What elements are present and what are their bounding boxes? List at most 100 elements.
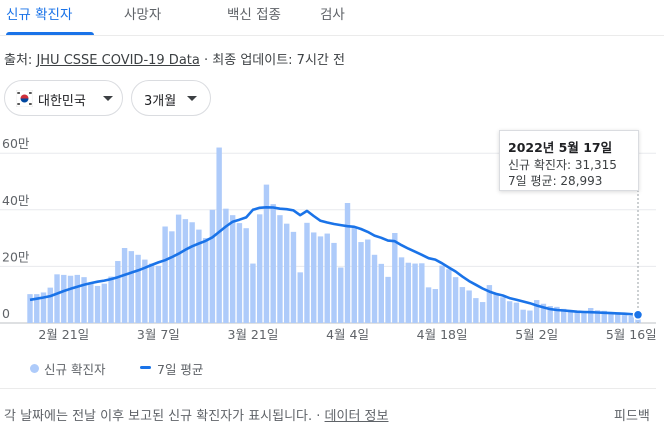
source-line: 출처: JHU CSSE COVID-19 Data · 최종 업데이트: 7시…: [4, 49, 345, 68]
footer-separator: ·: [312, 409, 325, 424]
case-bar: [142, 259, 148, 323]
x-tick-label: 2월 21일: [38, 327, 89, 342]
tooltip-average: 7일 평균: 28,993: [508, 174, 603, 188]
case-bar: [223, 208, 229, 323]
case-bar: [121, 248, 128, 323]
case-bar: [182, 219, 189, 323]
case-bar: [567, 311, 574, 323]
case-bar: [250, 263, 256, 323]
case-bar: [621, 315, 628, 323]
case-bar: [202, 238, 209, 323]
country-select[interactable]: 대한민국: [4, 80, 123, 116]
footer-note-line: 각 날짜에는 전날 이후 보고된 신규 확진자가 표시됩니다. · 데이터 정보: [4, 405, 388, 424]
case-bar: [196, 229, 202, 323]
case-bar: [175, 214, 182, 323]
case-bar: [419, 263, 425, 323]
y-tick-label: 40만: [2, 193, 30, 208]
case-bar: [479, 302, 486, 323]
case-bar: [304, 222, 310, 323]
legend-seven-day-average: 7일 평균: [157, 362, 204, 377]
case-bar: [344, 203, 351, 323]
seven-day-average-line: [29, 206, 639, 317]
y-tick-label: 20만: [2, 249, 30, 264]
case-bar: [331, 242, 337, 323]
case-bar: [547, 306, 553, 323]
case-bar: [189, 222, 195, 323]
footer-note: 각 날짜에는 전날 이후 보고된 신규 확진자가 표시됩니다.: [4, 409, 313, 424]
case-bar: [581, 311, 587, 323]
case-bar: [338, 267, 344, 323]
case-bar: [608, 312, 614, 323]
x-tick-label: 3월 7일: [137, 327, 180, 342]
case-bar: [311, 232, 317, 323]
case-bar: [601, 310, 607, 323]
case-bar: [615, 312, 621, 323]
case-bar: [459, 287, 466, 323]
case-bar: [148, 263, 155, 323]
case-bar: [101, 283, 108, 323]
case-bar: [628, 315, 634, 323]
legend-new-cases: 신규 확진자: [44, 362, 106, 377]
cases-chart[interactable]: 0 20만 40만 60만 2월 21일 3월 7일 3월 21일 4월 4일 4월 18일 5…: [0, 120, 664, 348]
case-bar: [61, 274, 67, 323]
case-bar: [425, 287, 432, 323]
case-bar: [67, 275, 74, 323]
case-bar: [392, 233, 398, 323]
case-bar: [81, 277, 87, 323]
case-bar: [54, 274, 60, 323]
case-bar: [256, 214, 263, 323]
case-bar: [40, 292, 47, 323]
data-info-link[interactable]: 데이터 정보: [324, 409, 389, 424]
case-bar: [263, 184, 270, 323]
case-bar: [513, 302, 520, 323]
feedback-link[interactable]: 피드백: [614, 409, 650, 424]
case-bar: [594, 310, 601, 323]
tab-new-cases[interactable]: 신규 확진자: [6, 7, 73, 23]
case-bar: [527, 310, 533, 323]
tab-tests[interactable]: 검사: [320, 7, 345, 23]
tab-deaths[interactable]: 사망자: [124, 7, 162, 23]
y-tick-label: 60만: [2, 136, 30, 151]
case-bar: [378, 263, 384, 323]
case-bar: [446, 269, 452, 323]
case-bar: [365, 239, 371, 323]
seven-day-average-legend-icon: [140, 366, 151, 369]
divider: [0, 388, 656, 389]
case-bar: [47, 287, 53, 323]
case-bar: [533, 300, 540, 323]
case-bar: [88, 282, 94, 323]
case-bar: [560, 308, 567, 323]
case-bar: [432, 289, 439, 323]
range-select[interactable]: 3개월: [131, 80, 211, 116]
tooltip-cases: 신규 확진자: 31,315: [508, 158, 617, 172]
case-bar: [385, 276, 391, 323]
x-tick-label: 5월 2일: [515, 327, 558, 342]
tooltip-date: 2022년 5월 17일: [508, 140, 613, 155]
active-tab-indicator: [6, 32, 94, 35]
case-bar: [506, 301, 513, 323]
case-bar: [236, 223, 243, 323]
case-bar: [588, 308, 594, 323]
case-bar: [317, 236, 324, 323]
case-bar: [135, 254, 141, 323]
case-bar: [27, 294, 33, 323]
source-link[interactable]: JHU CSSE COVID-19 Data: [36, 53, 200, 68]
new-cases-legend-icon: [30, 364, 39, 373]
case-bar: [540, 303, 547, 323]
case-bar: [162, 226, 168, 323]
case-bar: [358, 242, 364, 323]
case-bar: [452, 277, 459, 323]
case-bar: [486, 285, 493, 323]
case-bar: [284, 223, 290, 323]
range-select-label: 3개월: [144, 94, 177, 109]
source-prefix: 출처:: [4, 53, 37, 68]
case-bar: [493, 293, 499, 323]
tab-vaccinations[interactable]: 백신 접종: [227, 7, 281, 23]
case-bar: [115, 261, 121, 323]
case-bar: [155, 265, 162, 323]
case-bar: [108, 276, 114, 323]
case-bar: [398, 257, 405, 323]
case-bar: [473, 298, 479, 323]
country-select-label: 대한민국: [38, 94, 86, 109]
case-bar: [297, 272, 303, 323]
